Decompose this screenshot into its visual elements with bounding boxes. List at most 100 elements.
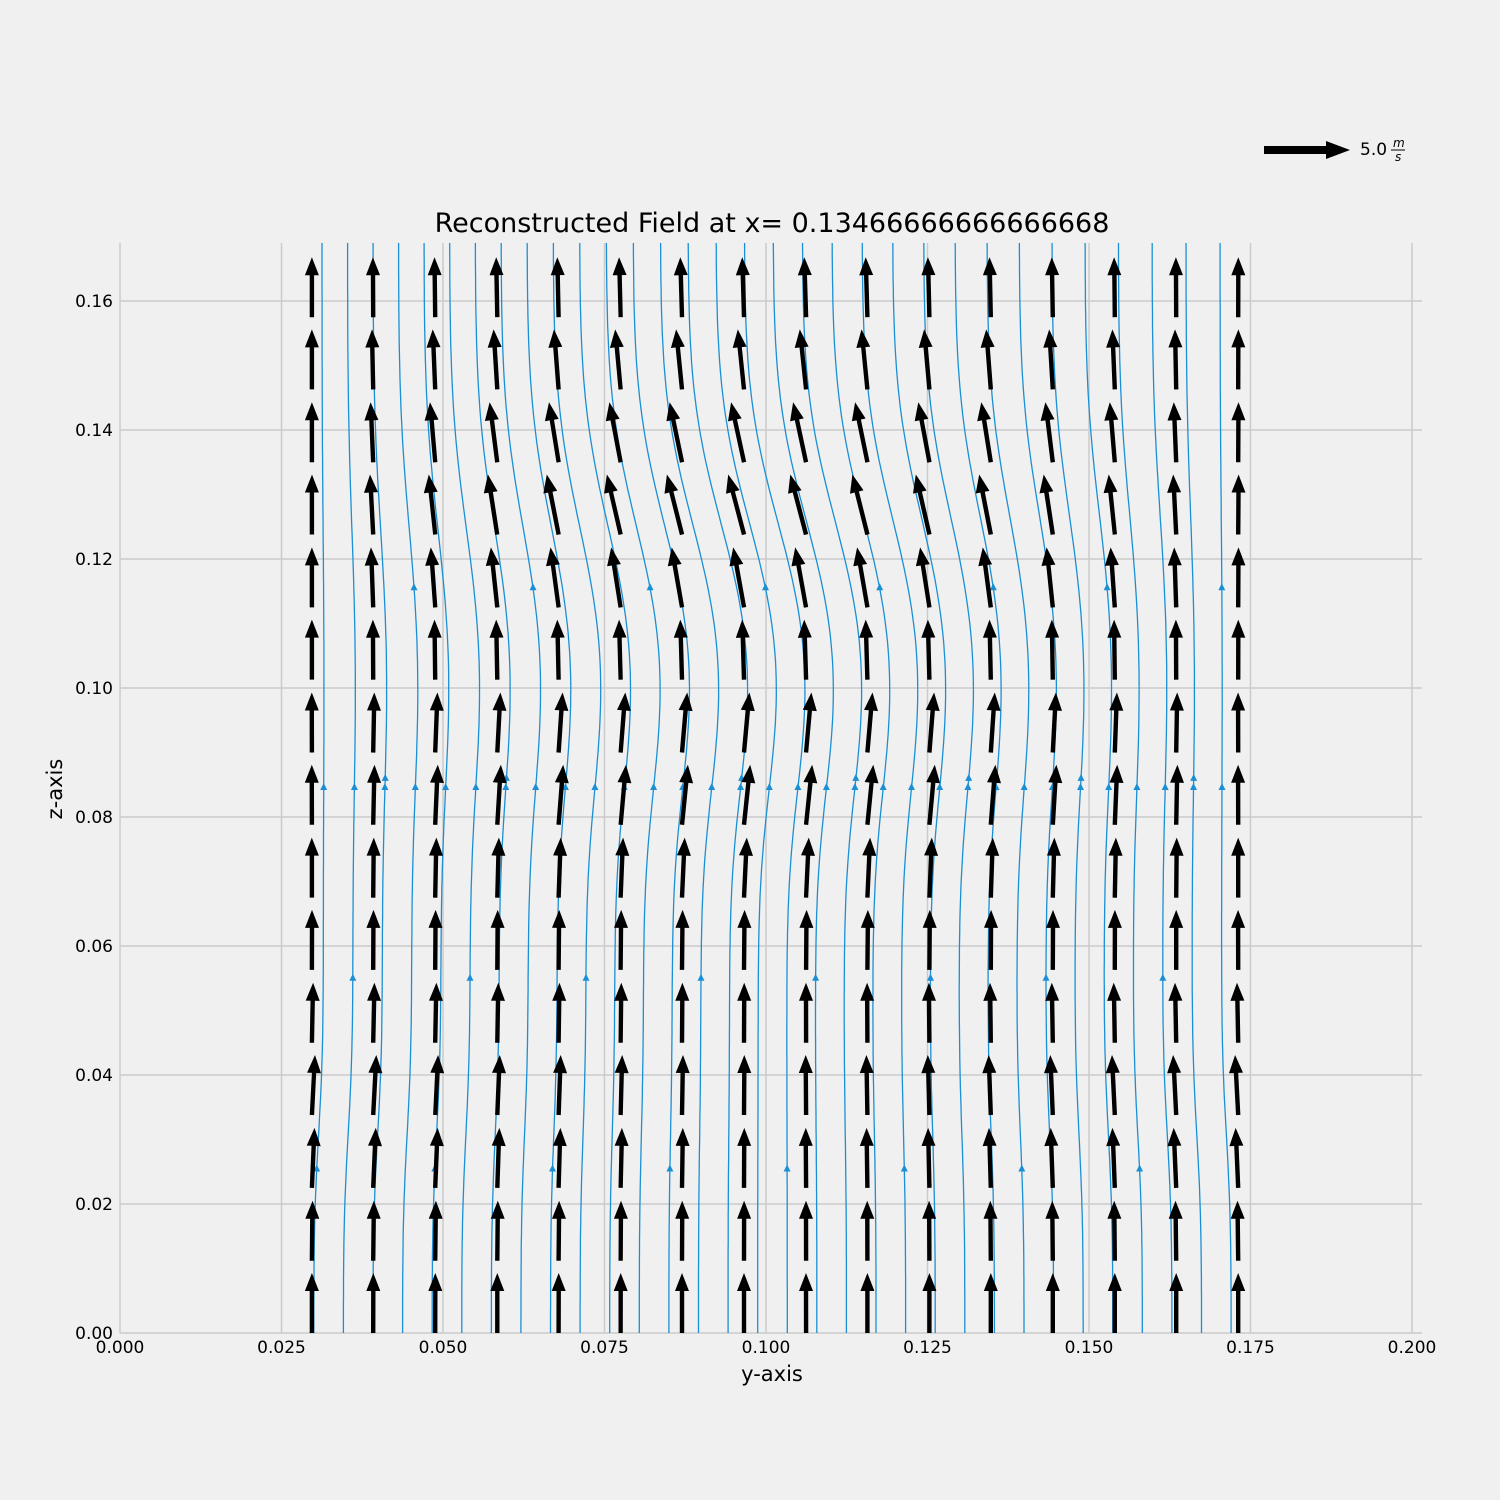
x-tick-label: 0.100 — [742, 1338, 791, 1358]
velocity-arrow — [428, 1200, 443, 1261]
velocity-arrow — [548, 329, 563, 390]
velocity-arrow — [1231, 402, 1246, 463]
velocity-arrow — [554, 764, 569, 825]
velocity-arrow — [427, 619, 442, 680]
velocity-arrow — [803, 764, 818, 825]
streamline-direction-marker — [1218, 583, 1226, 591]
velocity-arrow — [304, 837, 319, 898]
velocity-arrow — [1231, 474, 1246, 535]
velocity-arrow — [1229, 1127, 1244, 1188]
streamline-direction-marker — [1103, 583, 1111, 591]
velocity-arrow — [735, 257, 750, 318]
velocity-arrow — [1231, 692, 1246, 753]
y-tick-label: 0.12 — [75, 550, 113, 570]
velocity-arrow — [305, 982, 320, 1043]
velocity-arrow — [983, 1273, 998, 1333]
velocity-arrow — [609, 329, 624, 390]
streamline-direction-marker — [936, 783, 944, 790]
velocity-arrow — [1168, 329, 1183, 390]
velocity-arrow — [366, 619, 380, 680]
velocity-arrow — [427, 257, 442, 318]
velocity-arrow — [1046, 909, 1060, 970]
velocity-arrow — [797, 619, 812, 680]
streamline-direction-marker — [650, 783, 658, 790]
streamline-direction-marker — [532, 783, 540, 790]
velocity-arrow — [1045, 619, 1060, 680]
velocity-arrow — [1048, 764, 1063, 825]
y-tick-label: 0.00 — [75, 1324, 113, 1344]
velocity-arrow — [987, 764, 1001, 825]
velocity-arrow — [984, 909, 998, 970]
velocity-arrow — [366, 1273, 381, 1333]
streamline-direction-marker — [697, 973, 705, 981]
velocity-arrow — [924, 837, 939, 898]
streamline-direction-marker — [502, 783, 510, 790]
velocity-arrow — [675, 1055, 690, 1115]
streamline-direction-marker — [410, 583, 418, 591]
velocity-arrow — [675, 1127, 690, 1188]
velocity-arrow — [614, 982, 629, 1043]
velocity-arrow — [982, 257, 997, 318]
velocity-arrow — [913, 474, 932, 535]
streamline-direction-marker — [900, 1164, 908, 1172]
velocity-arrow — [304, 547, 319, 608]
velocity-arrow — [366, 1200, 381, 1261]
velocity-arrow — [1039, 474, 1055, 535]
velocity-arrow — [921, 1127, 936, 1188]
velocity-arrow — [675, 1273, 689, 1333]
velocity-arrow — [673, 619, 688, 680]
velocity-arrow — [790, 402, 809, 463]
velocity-arrow — [1106, 329, 1121, 390]
streamline-direction-marker — [1159, 973, 1167, 981]
velocity-arrow — [489, 619, 504, 680]
velocity-arrow — [367, 692, 381, 753]
velocity-arrow — [1104, 547, 1119, 608]
velocity-arrow — [983, 1200, 998, 1261]
streamline-direction-marker — [472, 783, 480, 790]
velocity-arrow — [492, 1055, 506, 1116]
velocity-arrow — [859, 1055, 874, 1115]
x-tick-labels: 0.000 0.025 0.050 0.075 0.100 0.125 0.150 0.175… — [96, 1338, 1437, 1358]
velocity-arrow — [798, 1055, 813, 1115]
velocity-arrow — [1231, 329, 1246, 390]
velocity-arrow — [425, 547, 440, 608]
velocity-arrow — [860, 1200, 875, 1261]
velocity-arrow — [429, 837, 443, 898]
velocity-arrow — [605, 402, 623, 463]
velocity-arrow — [430, 764, 444, 825]
velocity-arrow — [1108, 837, 1123, 898]
velocity-arrow — [1106, 1127, 1121, 1188]
velocity-arrow — [1170, 764, 1184, 825]
velocity-arrow — [922, 1200, 937, 1261]
velocity-arrow — [1044, 1055, 1058, 1116]
x-tick-label: 0.125 — [903, 1338, 952, 1358]
streamline-direction-marker — [737, 783, 745, 790]
velocity-arrow — [859, 257, 874, 318]
velocity-arrow — [544, 402, 561, 463]
velocity-arrow — [1107, 619, 1122, 680]
y-tick-label: 0.10 — [75, 679, 113, 699]
velocity-arrow — [675, 1200, 690, 1261]
velocity-arrow — [1048, 692, 1062, 753]
velocity-arrow — [365, 329, 380, 390]
velocity-arrow — [728, 402, 747, 463]
y-axis-label: z-axis — [43, 759, 67, 820]
velocity-arrow — [613, 1200, 628, 1261]
velocity-arrow — [546, 547, 561, 608]
velocity-arrow — [364, 474, 378, 535]
velocity-arrow — [489, 257, 504, 318]
velocity-arrow — [664, 474, 685, 536]
streamline-direction-marker — [964, 783, 972, 790]
velocity-arrow — [799, 1273, 813, 1333]
velocity-arrow — [726, 474, 747, 536]
streamline-direction-marker — [1136, 1164, 1144, 1172]
streamline-direction-marker — [852, 773, 860, 781]
velocity-arrow — [799, 982, 813, 1043]
velocity-arrow — [737, 1200, 752, 1261]
velocity-arrow — [926, 764, 941, 825]
velocity-arrow — [1231, 257, 1246, 318]
velocity-arrow — [612, 619, 627, 680]
streamline-direction-marker — [989, 583, 997, 591]
x-tick-label: 0.075 — [580, 1338, 629, 1358]
velocity-arrow — [304, 1273, 319, 1333]
